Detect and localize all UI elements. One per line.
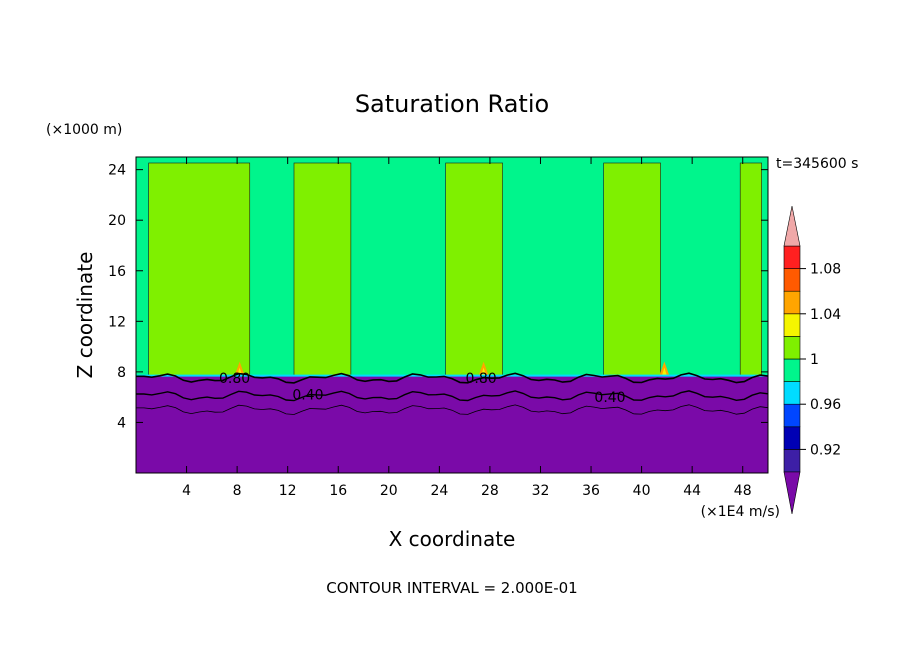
x-tick-label: 20 [380,483,398,499]
x-tick-label: 36 [582,483,600,499]
colorbar-segment [783,426,801,450]
colorbar-tick-label: 1.08 [810,262,841,278]
x-tick-label: 44 [683,483,701,499]
y-tick-label: 24 [108,163,126,179]
contour-lines [136,372,768,415]
x-tick-label: 4 [182,483,191,499]
y-tick-label: 8 [117,365,126,381]
colorbar: 0.92 0.96 1 1.04 1.08 [783,205,841,515]
contour-label: 0.80 [219,371,250,387]
x-tick-label: 24 [430,483,448,499]
plot-frame [135,156,769,474]
colorbar-tick-label: 0.96 [810,397,841,413]
contour-labels: 0.80 0.80 0.40 0.40 [219,371,626,406]
contour-line [136,372,768,384]
colorbar-under-triangle [783,471,801,515]
moist-band [148,162,251,376]
moist-bands [148,162,762,376]
contour-label: 0.40 [292,388,323,404]
colorbar-segment [783,449,801,473]
colorbar-segment [783,403,801,428]
dry-layer-fill [136,375,768,473]
supersaturation-patches [234,361,670,376]
dry-layer [136,374,768,473]
time-label: t=345600 s [776,156,858,172]
colorbar-segment [783,290,801,315]
chart-title: Saturation Ratio [355,90,549,118]
y-tick-label: 12 [108,314,126,330]
x-tick-label: 48 [734,483,752,499]
y-axis-ticks: 4 8 12 16 20 24 [108,163,768,431]
y-tick-label: 16 [108,264,126,280]
colorbar-segment [783,313,801,337]
plot-area [136,157,768,473]
x-units-label: (×1E4 m/s) [701,504,780,520]
y-tick-label: 20 [108,213,126,229]
contour-line [136,390,768,402]
contour-interval-label: CONTOUR INTERVAL = 2.000E-01 [326,579,577,597]
colorbar-tick-label: 1.04 [810,307,841,323]
y-tick-label: 4 [117,415,126,431]
colorbar-segment [783,268,801,292]
colorbar-segment [783,358,801,382]
x-tick-label: 16 [329,483,347,499]
x-axis-ticks: 4 8 12 16 20 24 28 32 36 40 44 48 [182,157,752,499]
colorbar-segment [783,245,801,269]
colorbar-segment [783,336,801,360]
colorbar-segment [783,381,801,405]
contour-label: 0.80 [465,371,496,387]
supersat-core [481,367,487,376]
x-tick-label: 28 [481,483,499,499]
x-tick-label: 40 [633,483,651,499]
x-tick-label: 8 [233,483,242,499]
moist-band [293,162,352,376]
supersat-core [661,367,667,376]
colorbar-tick-label: 1 [810,352,819,368]
x-tick-label: 32 [532,483,550,499]
contour-label: 0.40 [594,390,625,406]
moist-band [445,162,503,376]
x-tick-label: 12 [279,483,297,499]
y-axis-label: Z coordinate [73,252,97,379]
contour-line [136,404,768,415]
moist-band [603,162,661,376]
moist-band [739,162,762,376]
colorbar-tick-label: 0.92 [810,442,841,458]
colorbar-over-triangle [783,205,801,247]
y-units-label: (×1000 m) [46,122,122,138]
x-axis-label: X coordinate [389,527,516,551]
